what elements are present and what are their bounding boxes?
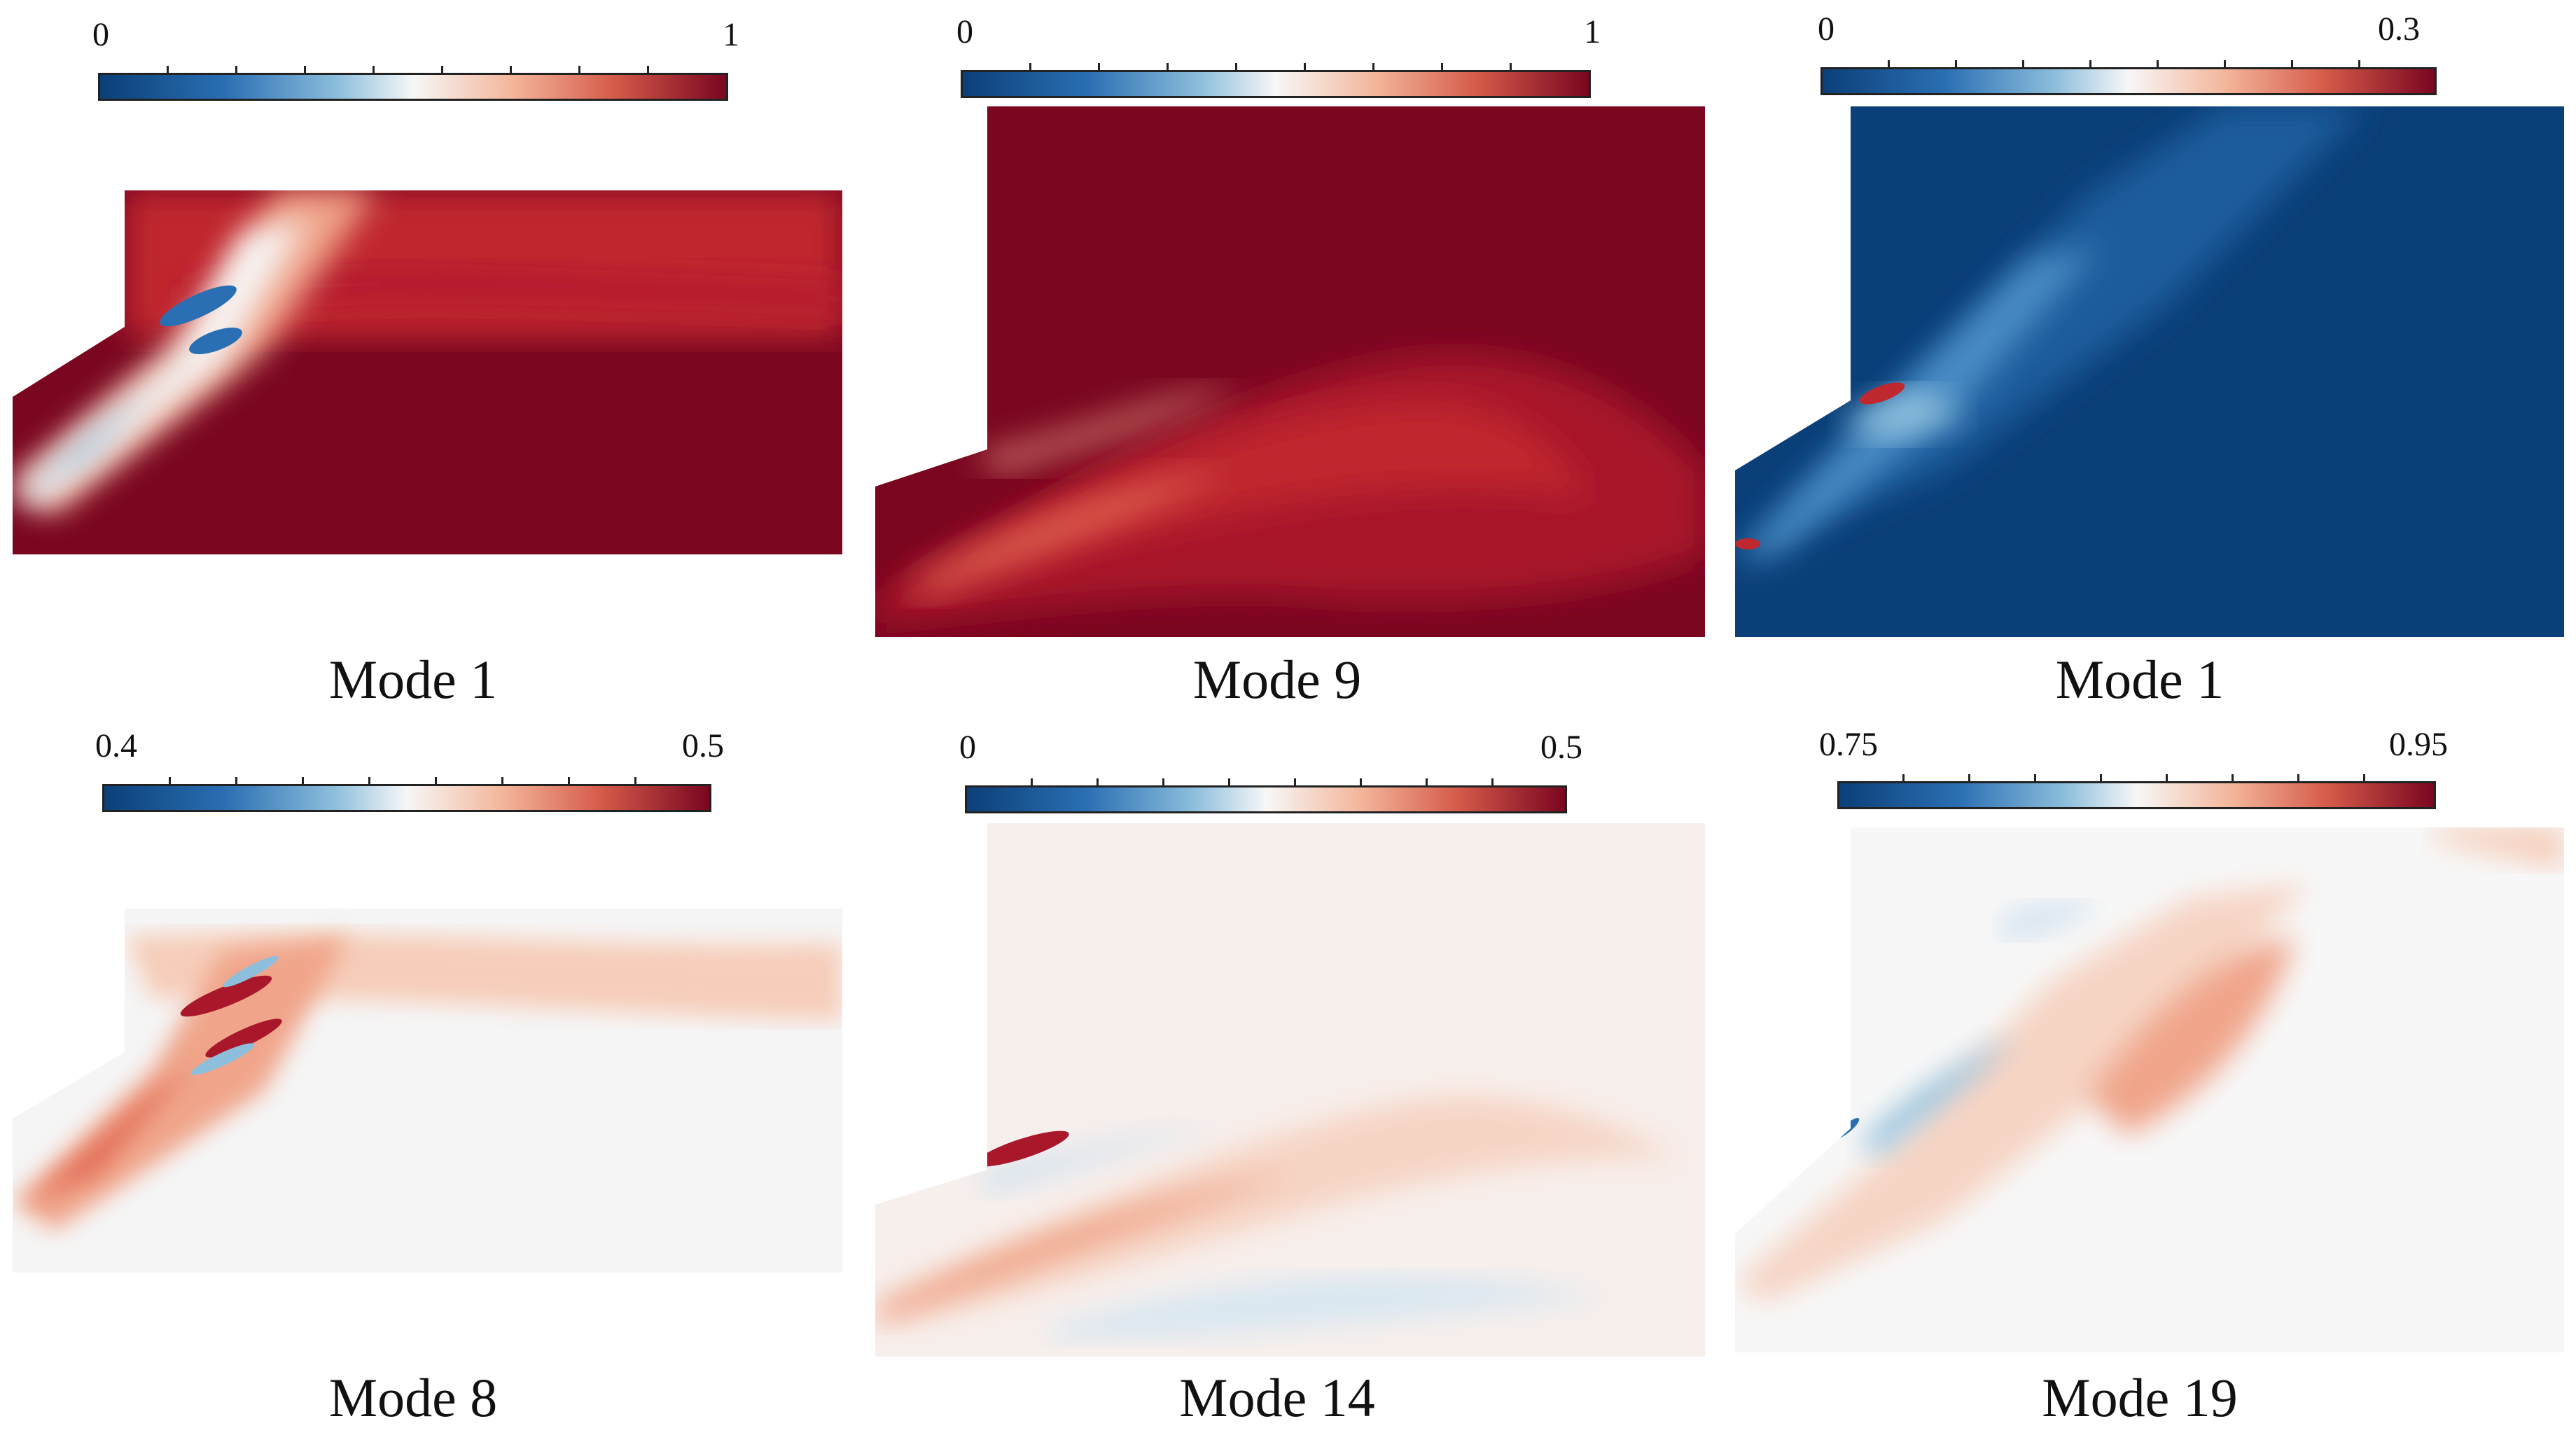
colorbar-max-label: 1 xyxy=(1584,13,1601,50)
contour-plot xyxy=(1735,827,2564,1352)
contour-plot xyxy=(875,823,1705,1357)
colorbar xyxy=(1820,60,2437,95)
contour-plot xyxy=(875,106,1705,637)
contour-plot xyxy=(13,909,842,1273)
panel-title: Mode 14 xyxy=(1179,1367,1375,1428)
colorbar-min-label: 0 xyxy=(959,729,976,766)
colorbar-min-label: 0 xyxy=(1818,10,1834,48)
colorbar-max-label: 0.5 xyxy=(682,727,724,764)
colorbar-max-label: 0.3 xyxy=(2378,10,2420,48)
contour-plot xyxy=(1735,106,2564,637)
colorbar xyxy=(1837,774,2436,809)
panel-title: Mode 8 xyxy=(328,1367,498,1428)
colorbar-max-label: 0.95 xyxy=(2389,726,2448,763)
colorbar-max-label: 0.5 xyxy=(1540,729,1582,766)
colorbar-min-label: 0 xyxy=(956,13,973,50)
panel-title: Mode 9 xyxy=(1192,649,1362,710)
colorbar xyxy=(961,63,1591,98)
colorbar xyxy=(102,777,711,812)
panel-title: Mode 1 xyxy=(2055,649,2225,710)
colorbar-max-label: 1 xyxy=(723,16,739,53)
panel-title: Mode 19 xyxy=(2042,1367,2238,1428)
colorbar xyxy=(98,66,728,101)
colorbar-min-label: 0.4 xyxy=(95,727,137,764)
colorbar-min-label: 0.75 xyxy=(1819,726,1878,763)
colorbar xyxy=(965,778,1567,813)
colorbar-min-label: 0 xyxy=(92,16,109,53)
contour-plot xyxy=(13,190,842,554)
panel-title: Mode 1 xyxy=(328,649,498,710)
